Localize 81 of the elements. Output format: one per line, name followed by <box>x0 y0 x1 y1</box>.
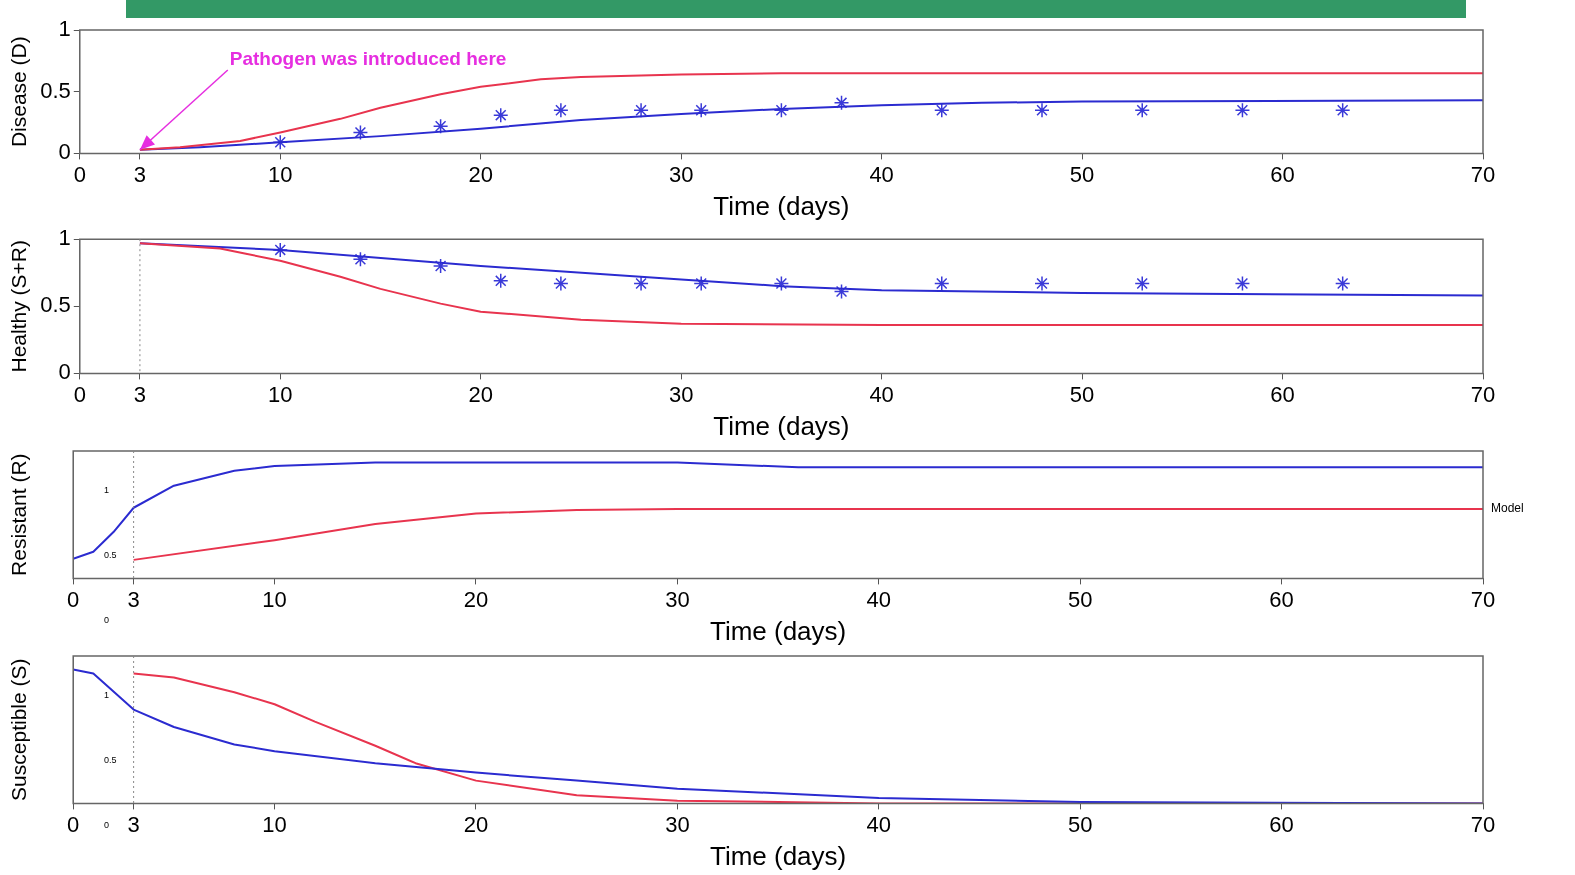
point <box>693 102 709 118</box>
x-axis-title: Time (days) <box>709 615 847 646</box>
x-tick-label: 50 <box>1067 586 1093 612</box>
point <box>1334 102 1351 118</box>
series-label: Model <box>1491 501 1524 516</box>
annotation: 0.5 <box>104 755 117 766</box>
text: 0 <box>104 615 110 626</box>
point <box>493 273 509 289</box>
point <box>493 107 509 123</box>
x-tick-label: 3 <box>127 811 140 837</box>
x-tick-label: 50 <box>1067 811 1093 837</box>
x-tick-label: 3 <box>133 381 147 407</box>
y-tick-label: 0.5 <box>40 77 71 103</box>
x-tick-label: 10 <box>262 811 287 837</box>
y-tick-label: 0.5 <box>40 292 71 318</box>
y-tick-label: 0 <box>58 139 71 165</box>
x-tick-label: 3 <box>127 586 140 612</box>
annotation: Pathogen was introduced here <box>229 48 507 70</box>
point <box>773 275 790 292</box>
y-axis-title: Resistant (R) <box>7 453 31 576</box>
x-tick-label: 60 <box>1270 161 1295 187</box>
annotation: 1 <box>104 485 110 496</box>
point <box>934 275 950 292</box>
point <box>773 102 790 118</box>
x-tick-label: 60 <box>1270 381 1295 407</box>
y-axis-title: Healthy (S+R) <box>7 240 31 373</box>
point <box>1034 102 1050 118</box>
point <box>352 251 369 268</box>
y-tick-label: 1 <box>58 225 71 251</box>
x-tick-label: 10 <box>268 161 293 187</box>
y-tick-label: 1 <box>58 16 71 42</box>
point <box>432 118 449 134</box>
x-tick-label: 40 <box>869 381 894 407</box>
x-tick-label: 40 <box>866 811 892 837</box>
x-tick-label: 70 <box>1470 811 1496 837</box>
x-tick-label: 20 <box>463 586 489 612</box>
x-tick-label: 50 <box>1069 161 1095 187</box>
x-tick-label: 20 <box>468 381 493 407</box>
point <box>1234 102 1251 118</box>
point <box>833 283 850 300</box>
point <box>1034 275 1050 292</box>
x-tick-label: 70 <box>1470 381 1496 407</box>
annotation: 0.5 <box>104 550 117 561</box>
x-axis-title: Time (days) <box>713 410 850 441</box>
x-axis-title: Time (days) <box>709 840 847 871</box>
x-tick-label: 3 <box>133 161 147 187</box>
point <box>272 134 288 151</box>
point <box>693 275 709 292</box>
point <box>1234 275 1251 292</box>
x-tick-label: 30 <box>665 586 690 612</box>
point <box>633 275 649 292</box>
y-tick-label: 0 <box>58 359 71 385</box>
x-tick-label: 30 <box>668 381 694 407</box>
point <box>352 124 369 141</box>
x-tick-label: 60 <box>1269 811 1294 837</box>
x-tick-label: 30 <box>665 811 690 837</box>
x-axis-title: Time (days) <box>713 190 850 221</box>
x-tick-label: 20 <box>468 161 493 187</box>
x-tick-label: 60 <box>1269 586 1294 612</box>
point <box>272 242 288 258</box>
x-tick-label: 30 <box>668 161 694 187</box>
x-tick-label: 70 <box>1470 586 1496 612</box>
x-tick-label: 20 <box>463 811 489 837</box>
x-tick-label: 40 <box>869 161 894 187</box>
point <box>432 258 449 274</box>
point <box>833 95 850 111</box>
x-tick-label: 50 <box>1069 381 1095 407</box>
x-tick-label: 40 <box>866 586 892 612</box>
annotation: 1 <box>104 690 110 701</box>
x-tick-label: 10 <box>268 381 293 407</box>
y-axis-title: Disease (D) <box>7 36 31 148</box>
point <box>1334 275 1351 292</box>
y-axis-title: Susceptible (S) <box>7 658 31 801</box>
point <box>553 275 569 292</box>
point <box>1134 102 1150 118</box>
point <box>1134 275 1150 292</box>
point <box>553 102 569 118</box>
x-tick-label: 70 <box>1470 161 1496 187</box>
x-tick-label: 10 <box>262 586 287 612</box>
point <box>934 102 950 118</box>
point <box>633 102 649 118</box>
